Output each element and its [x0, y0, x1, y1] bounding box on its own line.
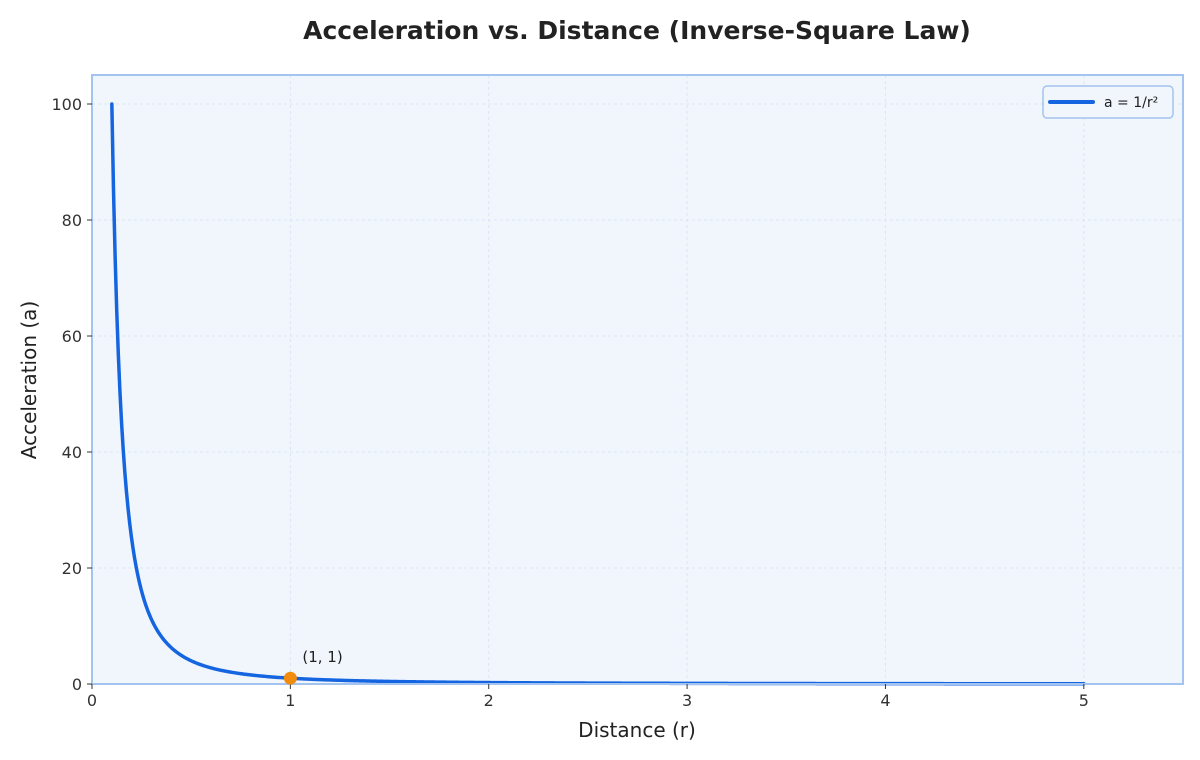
x-tick-label: 0	[87, 691, 97, 710]
chart-title: Acceleration vs. Distance (Inverse-Squar…	[303, 16, 971, 45]
x-axis-label: Distance (r)	[578, 718, 696, 742]
axis-ticks: 0 1 2 3 4 5 0 20 40 60 80 100	[51, 95, 1088, 710]
y-tick-label: 0	[72, 675, 82, 694]
y-tick-label: 100	[51, 95, 82, 114]
y-tick-label: 20	[62, 559, 82, 578]
annotations: (1, 1)	[283, 648, 343, 685]
annotation-label: (1, 1)	[302, 648, 342, 666]
legend-box	[1042, 85, 1174, 119]
y-axis-label: Acceleration (a)	[17, 301, 41, 460]
plot-border	[91, 74, 1184, 685]
x-tick-label: 5	[1079, 691, 1089, 710]
legend: a = 1/r²	[1042, 85, 1174, 119]
legend-label: a = 1/r²	[1104, 95, 1158, 111]
x-tick-label: 3	[682, 691, 692, 710]
y-tick-label: 60	[62, 327, 82, 346]
x-tick-label: 2	[484, 691, 494, 710]
annotation-point-marker	[283, 671, 297, 685]
x-tick-label: 1	[285, 691, 295, 710]
plot-area	[92, 75, 1183, 684]
y-tick-label: 80	[62, 211, 82, 230]
x-tick-label: 4	[880, 691, 890, 710]
y-tick-label: 40	[62, 443, 82, 462]
